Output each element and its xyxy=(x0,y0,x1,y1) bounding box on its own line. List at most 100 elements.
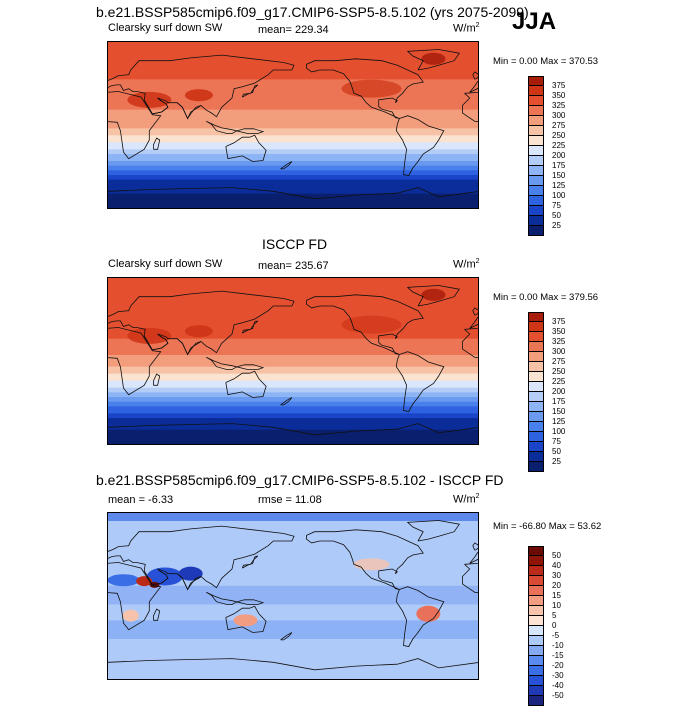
contour-band xyxy=(108,70,478,73)
colorbar-swatch xyxy=(528,342,544,352)
contour-band xyxy=(108,620,478,639)
contour-band xyxy=(108,385,478,389)
colorbar-swatch xyxy=(528,216,544,226)
coastline xyxy=(143,333,169,351)
coastline xyxy=(176,573,202,591)
contour-band xyxy=(184,89,213,102)
colorbar-tick-label: 175 xyxy=(552,397,566,406)
contour-band xyxy=(421,52,446,65)
contour-band xyxy=(108,352,478,356)
colorbar-swatch xyxy=(528,156,544,166)
panel-1-mean: mean= 229.34 xyxy=(258,24,329,36)
contour-band xyxy=(108,434,478,438)
colorbar-tick-label: 350 xyxy=(552,91,566,100)
contour-band xyxy=(108,322,478,326)
contour-band xyxy=(108,207,478,208)
colorbar-tick-label: 125 xyxy=(552,181,566,190)
panel-2-mean: mean= 235.67 xyxy=(258,260,329,272)
contour-band xyxy=(108,366,478,370)
contour-band xyxy=(108,343,478,347)
contour-band xyxy=(108,387,478,391)
contour-band xyxy=(108,439,478,442)
colorbar-tick-label: -10 xyxy=(552,641,564,650)
coastline xyxy=(472,542,478,551)
contour-band xyxy=(108,376,478,379)
contour-band xyxy=(108,350,478,354)
colorbar-swatch xyxy=(528,226,544,236)
colorbar-tick-label: 0 xyxy=(552,621,557,630)
colorbar-swatch xyxy=(528,696,544,706)
contour-band xyxy=(108,399,478,403)
contour-band xyxy=(108,44,478,48)
coastline xyxy=(176,102,202,120)
coastline xyxy=(306,58,424,119)
contour-band xyxy=(108,130,478,134)
coastline xyxy=(108,423,478,436)
contour-band xyxy=(108,200,478,204)
coastline xyxy=(280,161,293,170)
contour-band xyxy=(108,205,478,208)
panel-3-rmse: rmse = 11.08 xyxy=(258,494,322,506)
colorbar-tick-label: 300 xyxy=(552,347,566,356)
contour-band xyxy=(108,172,478,176)
colorbar-swatch xyxy=(528,312,544,322)
contour-band xyxy=(108,133,478,136)
panel-1-minmax: Min = 0.00 Max = 370.53 xyxy=(493,56,599,67)
contour-band xyxy=(108,77,478,80)
colorbar-swatch xyxy=(528,372,544,382)
panel-3-title: b.e21.BSSP585cmip6.f09_g17.CMIP6-SSP5-8.… xyxy=(96,472,504,488)
coastline xyxy=(462,327,478,358)
contour-band xyxy=(108,51,478,55)
contour-band xyxy=(108,56,478,59)
contour-band xyxy=(108,189,478,192)
colorbar-swatch xyxy=(528,452,544,462)
coastline xyxy=(153,137,161,150)
colorbar-tick-label: -30 xyxy=(552,671,564,680)
colorbar-swatch xyxy=(528,206,544,216)
contour-band xyxy=(108,280,478,284)
contour-band xyxy=(108,383,478,386)
colorbar-tick-label: 300 xyxy=(552,111,566,120)
coastline xyxy=(108,327,162,396)
colorbar-tick-label: 250 xyxy=(552,131,566,140)
contour-band xyxy=(108,161,478,164)
colorbar-tick-label: 150 xyxy=(552,407,566,416)
contour-band xyxy=(108,81,478,85)
contour-band xyxy=(108,371,478,375)
contour-band xyxy=(108,324,478,328)
contour-band xyxy=(108,203,478,206)
colorbar-tick-label: 50 xyxy=(552,211,561,220)
contour-band xyxy=(184,325,213,338)
contour-band xyxy=(108,355,478,358)
contour-band xyxy=(108,362,478,365)
coastline xyxy=(472,71,478,80)
colorbar-tick-label: 15 xyxy=(552,591,561,600)
contour-band xyxy=(108,105,478,108)
panel-3-mean: mean = -6.33 xyxy=(108,494,174,506)
contour-band xyxy=(108,317,478,321)
contour-band xyxy=(108,380,478,384)
colorbar-tick-label: 225 xyxy=(552,377,566,386)
colorbar-swatch xyxy=(528,412,544,422)
contour-band xyxy=(341,315,402,334)
colorbar-tick-label: -15 xyxy=(552,651,564,660)
contour-band xyxy=(108,406,478,410)
coastline xyxy=(225,605,267,633)
colorbar-tick-label: 40 xyxy=(552,561,561,570)
contour-band xyxy=(108,140,478,143)
contour-band xyxy=(108,329,478,333)
contour-band xyxy=(108,411,478,414)
coastline xyxy=(206,591,265,605)
coastline xyxy=(306,294,424,355)
panel-3-units: W/m2 xyxy=(453,493,480,506)
colorbar-swatch xyxy=(528,462,544,472)
colorbar-swatch xyxy=(528,586,544,596)
colorbar-tick-label: 200 xyxy=(552,387,566,396)
contour-band xyxy=(108,198,478,202)
colorbar-tick-label: 325 xyxy=(552,101,566,110)
colorbar-swatch xyxy=(528,546,544,556)
contour-band xyxy=(108,191,478,195)
contour-band xyxy=(108,345,478,349)
contour-band xyxy=(108,369,478,372)
contour-band xyxy=(108,151,478,155)
